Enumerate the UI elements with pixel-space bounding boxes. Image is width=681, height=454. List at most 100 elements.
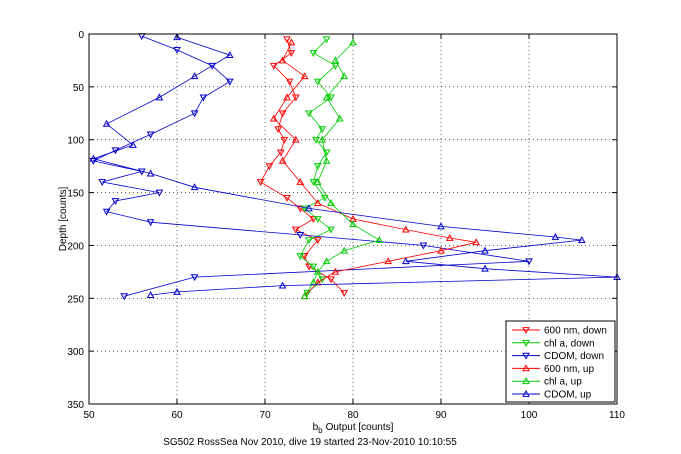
- data-point: [120, 293, 129, 301]
- data-point: [309, 179, 318, 187]
- data-point: [208, 62, 217, 70]
- data-point: [155, 189, 164, 197]
- x-tick-label: 110: [609, 410, 625, 421]
- data-point: [173, 33, 181, 41]
- data-point: [287, 50, 296, 58]
- data-point: [349, 220, 357, 228]
- data-point: [313, 267, 322, 275]
- data-point: [269, 62, 278, 70]
- data-point: [278, 156, 287, 164]
- legend-box: [505, 320, 616, 403]
- data-point: [98, 179, 107, 187]
- series-1: [296, 36, 340, 298]
- data-point: [256, 179, 265, 187]
- data-point: [313, 216, 322, 224]
- data-point: [335, 114, 344, 122]
- data-point: [313, 177, 322, 185]
- data-point: [190, 72, 199, 80]
- data-point: [419, 242, 428, 250]
- x-tick-label: 100: [521, 410, 538, 421]
- data-point: [327, 199, 335, 207]
- data-point: [551, 232, 560, 240]
- x-tick-label: 80: [347, 410, 359, 421]
- data-point: [300, 253, 309, 261]
- data-point: [340, 72, 349, 80]
- data-point: [278, 281, 287, 289]
- ticks: 50 60 70 80 90 100 110 0 50 100 150 200 250 300 350: [67, 30, 625, 421]
- data-point: [190, 183, 199, 191]
- data-point: [296, 205, 305, 213]
- data-point: [300, 72, 309, 80]
- y-tick-label: 100: [67, 136, 84, 147]
- data-point: [283, 93, 291, 101]
- data-point: [146, 169, 155, 177]
- data-point: [296, 231, 305, 239]
- x-tick-label: 70: [259, 410, 271, 421]
- legend-entry: chl a, up: [544, 377, 582, 388]
- data-point: [401, 225, 410, 233]
- data-point: [318, 126, 327, 134]
- data-point: [577, 236, 586, 244]
- data-point: [320, 194, 329, 202]
- data-point: [322, 257, 331, 265]
- data-point: [445, 233, 454, 241]
- data-point: [305, 263, 313, 271]
- data-point: [309, 50, 318, 58]
- y-tick-label: 250: [67, 294, 84, 305]
- x-axis-label-b: b: [313, 422, 319, 433]
- legend-entry: 600 nm, down: [544, 326, 607, 337]
- data-point: [173, 287, 181, 295]
- data-point: [322, 36, 331, 44]
- legend-marker: [522, 389, 530, 397]
- data-point: [291, 226, 300, 234]
- caption: SG502 RossSea Nov 2010, dive 19 started …: [163, 437, 457, 448]
- data-point: [146, 131, 155, 139]
- data-point: [199, 94, 208, 102]
- data-point: [283, 194, 291, 202]
- data-point: [437, 246, 445, 254]
- legend-entry: CDOM, up: [544, 390, 592, 401]
- data-point: [300, 292, 309, 300]
- data-point: [327, 276, 335, 284]
- data-point: [313, 199, 322, 207]
- x-axis-label: bb Output [counts]: [313, 422, 394, 435]
- y-tick-label: 300: [67, 347, 84, 358]
- data-point: [269, 114, 278, 122]
- data-point: [340, 290, 349, 298]
- series-4: [300, 38, 384, 300]
- y-tick-label: 50: [73, 83, 85, 94]
- data-point: [296, 253, 305, 261]
- data-point: [146, 219, 155, 227]
- data-point: [102, 119, 111, 127]
- legend-marker: [522, 377, 530, 385]
- data-point: [283, 36, 291, 44]
- data-point: [313, 78, 322, 86]
- data-point: [401, 257, 410, 265]
- legend-entry: CDOM, down: [544, 351, 604, 362]
- data-point: [472, 238, 481, 246]
- data-point: [276, 149, 285, 157]
- data-point: [291, 94, 300, 102]
- data-point: [155, 93, 164, 101]
- data-point: [481, 246, 489, 254]
- data-point: [285, 78, 294, 86]
- data-point: [331, 56, 340, 64]
- data-point: [89, 154, 98, 162]
- series-2: [89, 33, 533, 301]
- data-point: [190, 274, 199, 282]
- data-point: [437, 222, 445, 230]
- data-point: [305, 237, 313, 245]
- data-point: [322, 93, 331, 101]
- x-tick-label: 60: [171, 410, 183, 421]
- x-tick-label: 50: [83, 410, 95, 421]
- data-point: [305, 110, 313, 118]
- x-tick-label: 90: [435, 410, 447, 421]
- data-point: [303, 290, 312, 298]
- legend-marker: [522, 364, 530, 372]
- data-point: [327, 226, 335, 234]
- data-point: [278, 56, 287, 64]
- data-point: [525, 258, 533, 266]
- series-line: [273, 42, 477, 297]
- data-point: [318, 135, 327, 143]
